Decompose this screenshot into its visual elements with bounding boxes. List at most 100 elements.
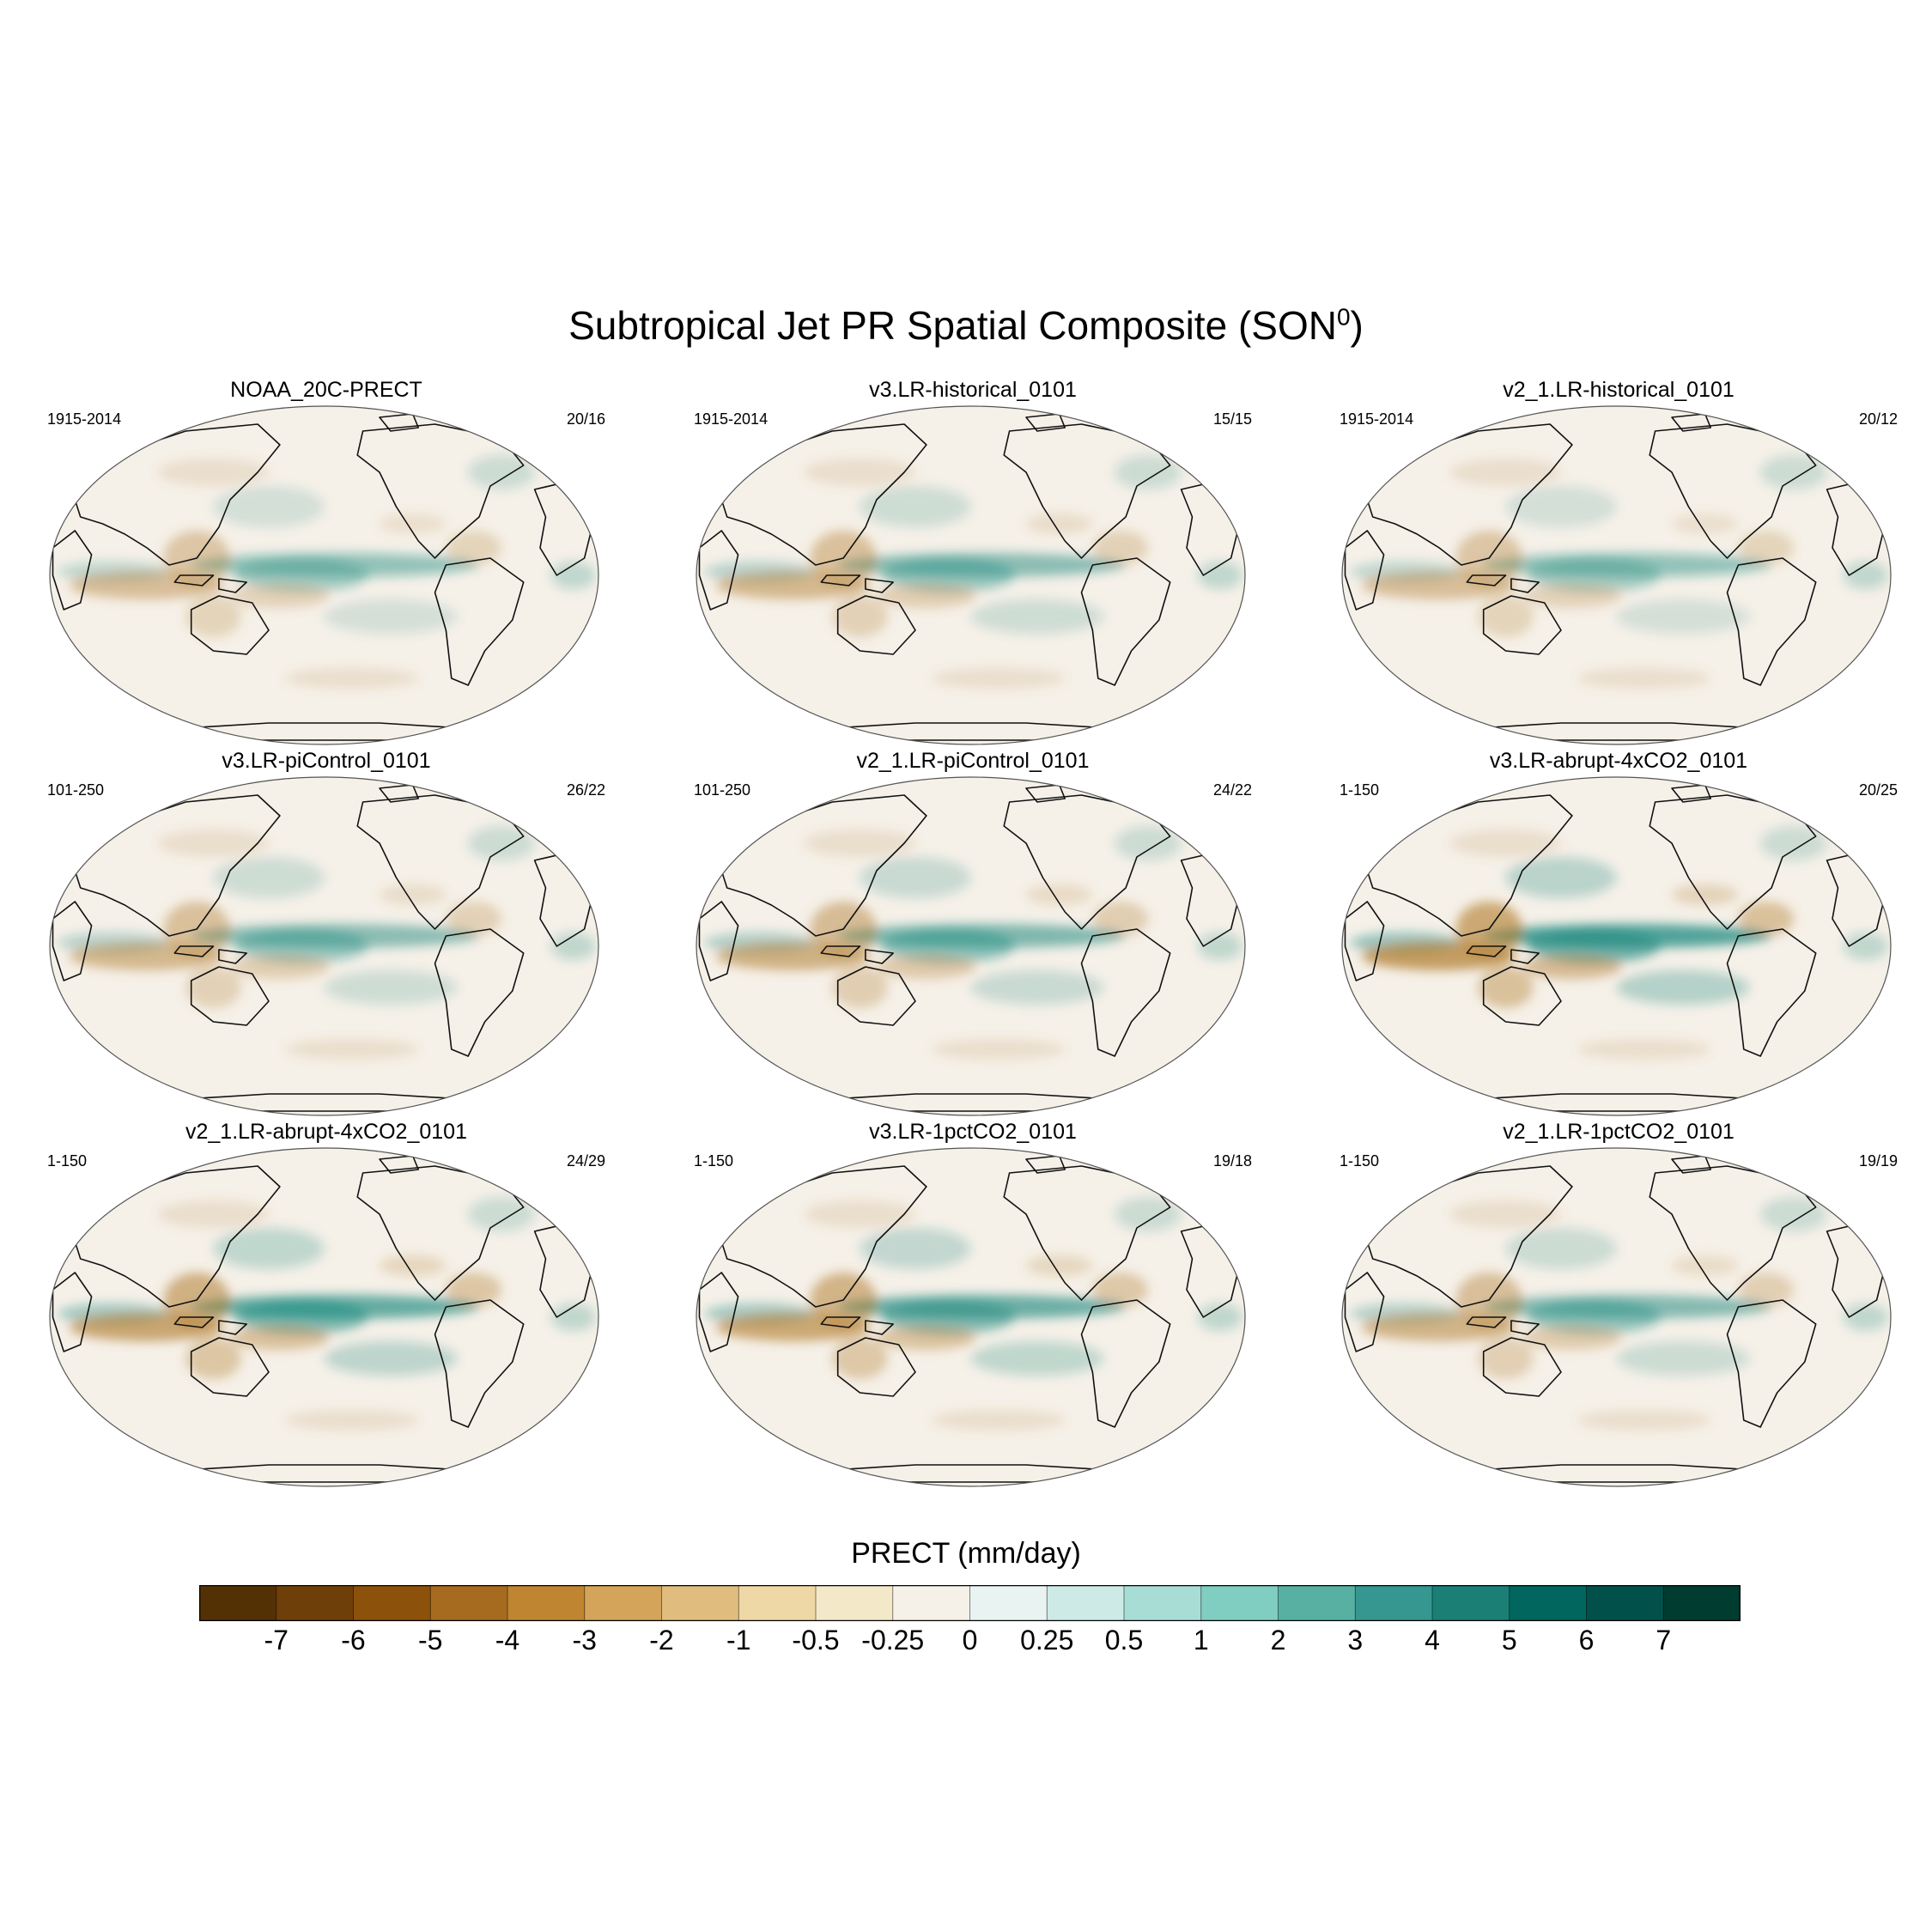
positive-anomaly-region: [1843, 562, 1888, 589]
panel-period: 101-250: [694, 781, 751, 799]
coastline: [698, 530, 739, 611]
coastline: [836, 966, 916, 1026]
negative-anomaly-region: [932, 1410, 1066, 1431]
colorbar-tick-label: 0.5: [1104, 1625, 1144, 1656]
colorbar-swatch: [430, 1585, 508, 1621]
map-border: [696, 405, 1246, 745]
positive-anomaly-region: [882, 929, 1016, 963]
coastline: [1510, 578, 1540, 593]
colorbar-tick-label: 3: [1347, 1625, 1364, 1656]
colorbar-swatch: [1200, 1585, 1279, 1621]
panel-period: 1-150: [47, 1152, 88, 1170]
negative-anomaly-region: [285, 1410, 419, 1431]
world-map: [49, 776, 599, 1116]
positive-anomaly-region: [970, 599, 1104, 634]
coastline: [52, 901, 93, 981]
coastline: [52, 530, 93, 611]
colorbar-tick-label: 0.25: [1020, 1625, 1074, 1656]
world-map: [1341, 1147, 1892, 1487]
negative-anomaly-region: [185, 1338, 241, 1379]
negative-anomaly-region: [185, 596, 241, 637]
coastline: [1726, 1299, 1817, 1428]
panel-title: v3.LR-1pctCO2_0101: [869, 1120, 1077, 1144]
positive-anomaly-region: [1760, 1197, 1827, 1231]
negative-anomaly-region: [1672, 884, 1739, 905]
negative-anomaly-region: [1738, 902, 1794, 936]
coastline: [1482, 1337, 1562, 1397]
positive-anomaly-region: [324, 599, 458, 634]
negative-anomaly-region: [805, 1200, 915, 1228]
negative-anomaly-region: [1478, 967, 1534, 1008]
positive-anomaly-region: [1528, 558, 1662, 592]
positive-anomaly-region: [1843, 933, 1888, 960]
world-map: [1341, 405, 1892, 745]
colorbar-tick-label: 7: [1656, 1625, 1672, 1656]
negative-anomaly-region: [1478, 1338, 1534, 1379]
map-border: [696, 1147, 1246, 1487]
colorbar-swatch: [1278, 1585, 1356, 1621]
panel-count: 15/15: [1212, 410, 1252, 428]
negative-anomaly-region: [1522, 584, 1622, 608]
negative-anomaly-region: [1092, 531, 1148, 565]
negative-anomaly-region: [380, 1255, 447, 1276]
map-panel: v2_1.LR-abrupt-4xCO2_0101 1-150 24/29: [47, 1120, 605, 1491]
colorbar-tick-label: -2: [649, 1625, 674, 1656]
negative-anomaly-region: [1522, 1326, 1622, 1350]
colorbar-swatch: [507, 1585, 586, 1621]
map-panel: NOAA_20C-PRECT 1915-2014 20/16: [47, 378, 605, 749]
colorbar-tick-label: -1: [726, 1625, 751, 1656]
colorbar-swatch: [738, 1585, 817, 1621]
negative-anomaly-region: [1450, 459, 1561, 486]
positive-anomaly-region: [1528, 929, 1662, 963]
colorbar-tick-label: -0.25: [861, 1625, 925, 1656]
negative-anomaly-region: [832, 967, 888, 1008]
map-panel: v2_1.LR-piControl_0101 101-250 24/22: [694, 749, 1252, 1120]
positive-anomaly-region: [213, 1228, 325, 1269]
negative-anomaly-region: [446, 1273, 501, 1307]
positive-anomaly-region: [550, 933, 596, 960]
coastline: [820, 945, 861, 957]
colorbar-tick-label: -4: [495, 1625, 520, 1656]
coastline: [379, 784, 419, 803]
coastline: [1466, 574, 1507, 586]
colorbar-title: PRECT (mm/day): [851, 1537, 1081, 1570]
coastline: [720, 423, 927, 566]
colorbar-swatch: [1047, 1585, 1125, 1621]
negative-anomaly-region: [876, 584, 976, 608]
negative-anomaly-region: [158, 459, 269, 486]
negative-anomaly-region: [876, 1326, 976, 1350]
positive-anomaly-region: [324, 1341, 458, 1376]
negative-anomaly-region: [1577, 1039, 1711, 1060]
panel-period: 1-150: [1340, 1152, 1380, 1170]
negative-anomaly-region: [1450, 829, 1561, 857]
colorbar-tick-label: 0: [962, 1625, 978, 1656]
negative-anomaly-region: [1450, 1200, 1561, 1228]
colorbar-swatch: [1586, 1585, 1664, 1621]
negative-anomaly-region: [285, 1039, 419, 1060]
coastline: [865, 949, 894, 964]
negative-anomaly-region: [1738, 531, 1794, 565]
coastline: [173, 1316, 215, 1328]
negative-anomaly-region: [158, 829, 269, 857]
positive-anomaly-region: [1115, 1197, 1182, 1231]
coastline: [836, 1337, 916, 1397]
positive-anomaly-region: [860, 1228, 971, 1269]
colorbar: [199, 1585, 1741, 1621]
positive-anomaly-region: [550, 562, 596, 589]
world-map: [49, 405, 599, 745]
map-panel: v3.LR-piControl_0101 101-250 26/22: [47, 749, 605, 1120]
panel-period: 1-150: [1340, 781, 1380, 799]
positive-anomaly-region: [1843, 1303, 1888, 1331]
colorbar-tick-label: -0.5: [792, 1625, 840, 1656]
panel-title: v2_1.LR-abrupt-4xCO2_0101: [185, 1120, 467, 1144]
panel-title: v2_1.LR-historical_0101: [1503, 378, 1735, 402]
colorbar-swatch: [1355, 1585, 1433, 1621]
positive-anomaly-region: [970, 1341, 1104, 1376]
positive-anomaly-region: [1528, 1300, 1662, 1334]
positive-anomaly-region: [1115, 455, 1182, 489]
positive-anomaly-region: [1505, 1228, 1617, 1269]
panel-count: 24/22: [1212, 781, 1252, 799]
coastline: [379, 413, 419, 432]
panel-title: v3.LR-abrupt-4xCO2_0101: [1489, 749, 1748, 773]
positive-anomaly-region: [324, 970, 458, 1005]
